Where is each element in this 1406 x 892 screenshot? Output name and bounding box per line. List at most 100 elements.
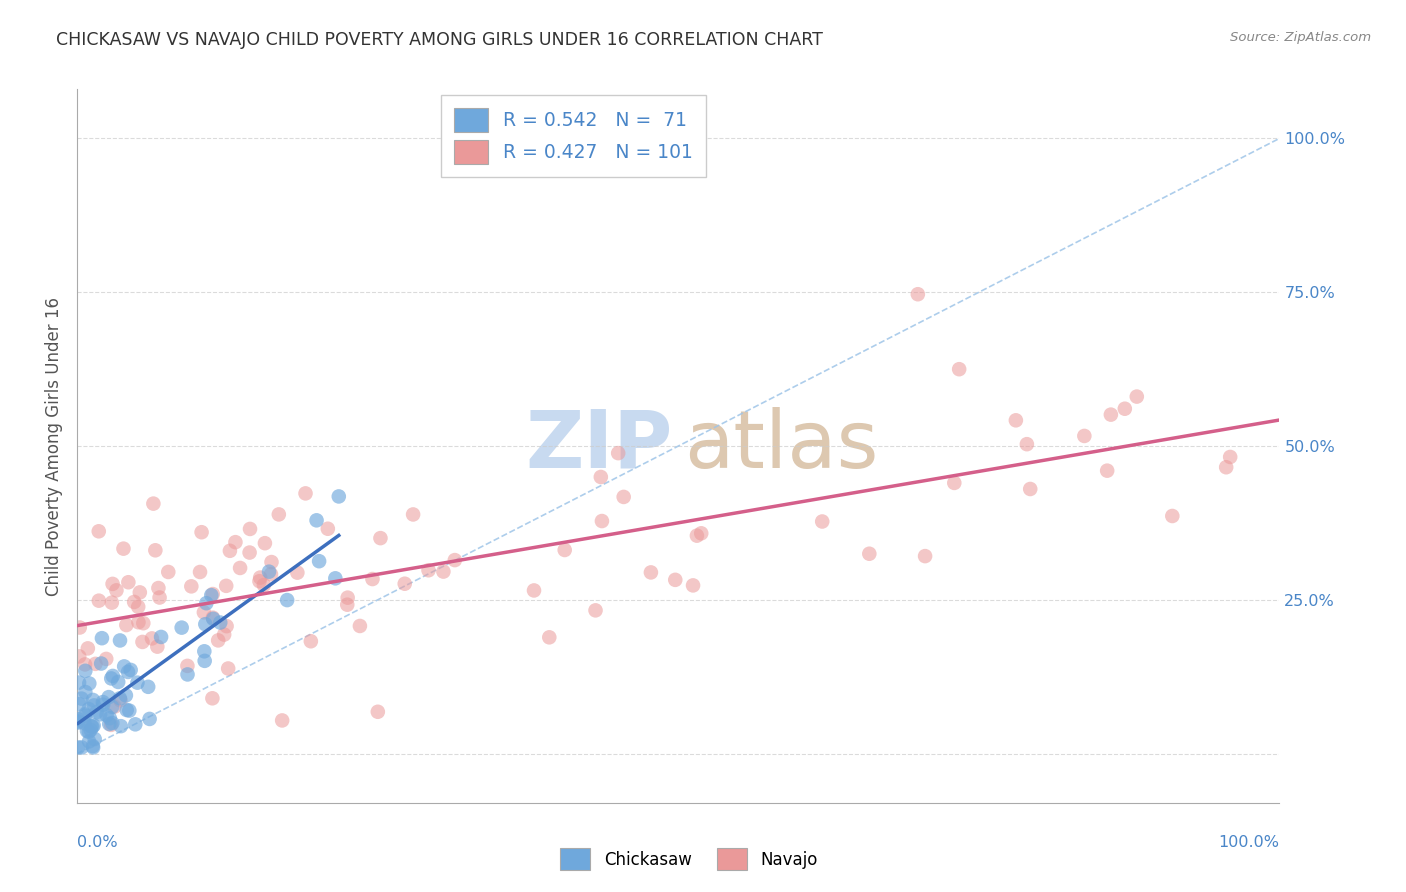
Point [1019,482,1042,496]
Point [271,714,294,728]
Point [1161,508,1184,523]
Point [76,723,98,738]
Point [943,475,966,490]
Text: Source: ZipAtlas.com: Source: ZipAtlas.com [1230,31,1371,45]
Point [690,526,713,541]
Point [67,740,90,755]
Point [67,675,90,690]
Point [67,697,90,711]
Point [336,591,359,605]
Point [176,667,198,681]
Point [276,593,298,607]
Point [370,531,392,545]
Point [180,579,202,593]
Point [83,731,105,746]
Point [325,571,347,585]
Point [127,615,149,630]
Point [188,565,211,579]
Point [83,698,105,713]
Point [101,577,124,591]
Point [253,536,276,550]
Point [305,513,328,527]
Point [394,576,416,591]
Point [79,723,101,737]
Text: CHICKASAW VS NAVAJO CHILD POVERTY AMONG GIRLS UNDER 16 CORRELATION CHART: CHICKASAW VS NAVAJO CHILD POVERTY AMONG … [56,31,823,49]
Point [115,703,138,717]
Point [82,693,104,707]
Point [367,705,389,719]
Point [142,497,165,511]
Point [148,591,170,605]
Text: 0.0%: 0.0% [77,836,118,850]
Point [96,652,118,666]
Point [538,630,561,644]
Point [87,593,110,607]
Point [613,490,636,504]
Point [686,529,709,543]
Point [682,578,704,592]
Point [122,595,145,609]
Point [77,734,100,748]
Point [69,620,91,634]
Text: 100.0%: 100.0% [1219,836,1279,850]
Point [554,543,576,558]
Point [148,581,170,595]
Point [308,554,330,568]
Point [112,659,135,673]
Point [73,716,96,731]
Point [103,699,125,714]
Point [215,579,238,593]
Y-axis label: Child Poverty Among Girls Under 16: Child Poverty Among Girls Under 16 [45,296,63,596]
Point [115,689,138,703]
Point [101,716,124,731]
Point [100,672,122,686]
Point [105,583,128,598]
Point [239,545,262,559]
Point [294,486,316,500]
Point [418,563,440,577]
Point [82,739,104,753]
Point [207,633,229,648]
Point [267,508,290,522]
Point [108,691,131,706]
Point [150,630,173,644]
Point [224,535,246,549]
Legend: Chickasaw, Navajo: Chickasaw, Navajo [554,842,824,877]
Point [117,575,139,590]
Point [190,525,212,540]
Point [336,598,359,612]
Point [201,587,224,601]
Point [75,685,97,699]
Point [138,712,160,726]
Point [664,573,686,587]
Point [432,565,454,579]
Point [67,715,90,730]
Point [589,470,612,484]
Point [591,514,613,528]
Point [219,543,242,558]
Point [201,610,224,624]
Point [84,657,107,671]
Point [260,555,283,569]
Point [82,740,104,755]
Point [89,707,111,722]
Point [110,719,132,733]
Point [193,644,215,658]
Point [1095,464,1118,478]
Point [1219,450,1241,464]
Point [811,515,834,529]
Point [640,566,662,580]
Point [120,663,142,677]
Point [132,616,155,631]
Point [118,704,141,718]
Point [73,707,96,722]
Point [67,712,90,726]
Point [299,634,322,648]
Point [79,676,101,690]
Point [87,524,110,539]
Point [128,585,150,599]
Point [101,596,124,610]
Point [77,702,100,716]
Point [1015,437,1038,451]
Legend: R = 0.542   N =  71, R = 0.427   N = 101: R = 0.542 N = 71, R = 0.427 N = 101 [441,95,706,177]
